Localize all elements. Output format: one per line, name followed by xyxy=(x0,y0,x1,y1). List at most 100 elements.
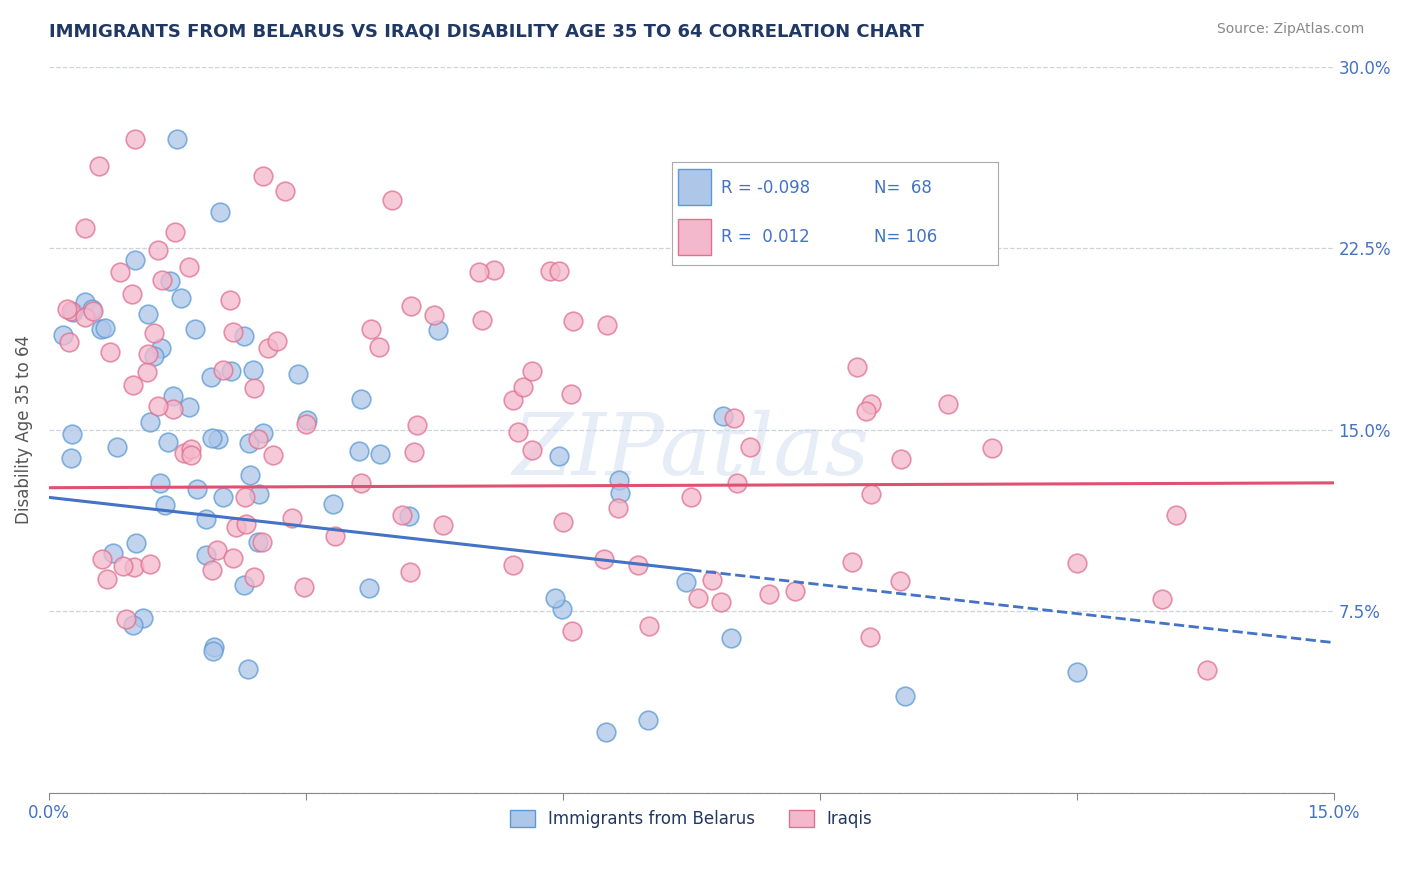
Point xyxy=(357,581,380,595)
Point xyxy=(219,293,242,307)
Point xyxy=(890,451,912,466)
Point xyxy=(981,442,1004,456)
Point xyxy=(432,518,454,533)
Point xyxy=(711,409,734,423)
Point xyxy=(122,618,145,632)
Point xyxy=(136,365,159,379)
Point xyxy=(62,304,84,318)
Text: Source: ZipAtlas.com: Source: ZipAtlas.com xyxy=(1216,22,1364,37)
Text: R = -0.098: R = -0.098 xyxy=(721,178,810,197)
Point xyxy=(398,509,420,524)
Point xyxy=(502,558,524,572)
Point xyxy=(368,447,391,461)
Point xyxy=(243,569,266,583)
Point xyxy=(1066,556,1088,570)
Point xyxy=(710,595,733,609)
Point xyxy=(153,499,176,513)
Point xyxy=(607,474,630,488)
Point xyxy=(246,535,269,549)
Point xyxy=(58,334,80,349)
Point xyxy=(287,367,309,381)
Point xyxy=(166,132,188,146)
Point xyxy=(723,410,745,425)
Point xyxy=(257,341,280,355)
Point xyxy=(242,363,264,377)
Point xyxy=(252,425,274,440)
Point xyxy=(596,318,619,333)
Point xyxy=(246,432,269,446)
Point xyxy=(219,364,242,378)
Point xyxy=(855,404,877,418)
Point xyxy=(108,265,131,279)
Point xyxy=(162,402,184,417)
Point xyxy=(553,515,575,529)
Point xyxy=(349,444,371,458)
Point xyxy=(136,307,159,321)
Point xyxy=(360,322,382,336)
Text: IMMIGRANTS FROM BELARUS VS IRAQI DISABILITY AGE 35 TO 64 CORRELATION CHART: IMMIGRANTS FROM BELARUS VS IRAQI DISABIL… xyxy=(49,22,924,40)
Point xyxy=(202,640,225,654)
Point xyxy=(200,369,222,384)
Point xyxy=(194,512,217,526)
Point xyxy=(146,399,169,413)
Point xyxy=(520,363,543,377)
Point xyxy=(281,511,304,525)
Point xyxy=(236,662,259,676)
Point xyxy=(165,225,187,239)
Point xyxy=(322,496,344,510)
Point xyxy=(1197,663,1219,677)
Point xyxy=(368,340,391,354)
Point xyxy=(148,243,170,257)
Point xyxy=(889,574,911,588)
Point xyxy=(380,193,402,207)
Point xyxy=(294,417,316,431)
Point xyxy=(543,591,565,606)
Point xyxy=(211,362,233,376)
Point xyxy=(595,725,617,739)
Point xyxy=(211,490,233,504)
Point xyxy=(82,304,104,318)
Point xyxy=(399,299,422,313)
Point xyxy=(179,401,201,415)
Point xyxy=(1152,592,1174,607)
Point xyxy=(560,624,582,639)
Point xyxy=(426,323,449,337)
Point xyxy=(266,334,288,348)
Text: N=  68: N= 68 xyxy=(875,178,932,197)
Point xyxy=(75,310,97,324)
Point xyxy=(98,345,121,359)
Point xyxy=(96,572,118,586)
Point xyxy=(859,630,882,644)
Point xyxy=(637,713,659,727)
Point xyxy=(247,487,270,501)
Point xyxy=(101,546,124,560)
Point xyxy=(115,612,138,626)
Point xyxy=(936,397,959,411)
Point xyxy=(60,304,83,318)
Point xyxy=(482,263,505,277)
Point xyxy=(136,346,159,360)
Point xyxy=(243,381,266,395)
Point xyxy=(720,631,742,645)
Point xyxy=(607,501,630,516)
Point xyxy=(233,578,256,592)
Point xyxy=(56,302,79,317)
Point xyxy=(292,580,315,594)
Point xyxy=(205,542,228,557)
Point xyxy=(124,132,146,146)
Point xyxy=(785,583,807,598)
Point xyxy=(700,573,723,587)
Point xyxy=(235,517,257,532)
Point xyxy=(132,611,155,625)
Point xyxy=(512,379,534,393)
Point xyxy=(170,292,193,306)
Point xyxy=(860,487,883,501)
Point xyxy=(252,169,274,183)
Point xyxy=(686,591,709,605)
Point xyxy=(159,274,181,288)
Point xyxy=(406,418,429,433)
Point xyxy=(725,476,748,491)
Point xyxy=(350,475,373,490)
Point xyxy=(681,490,703,504)
Point xyxy=(195,548,218,562)
